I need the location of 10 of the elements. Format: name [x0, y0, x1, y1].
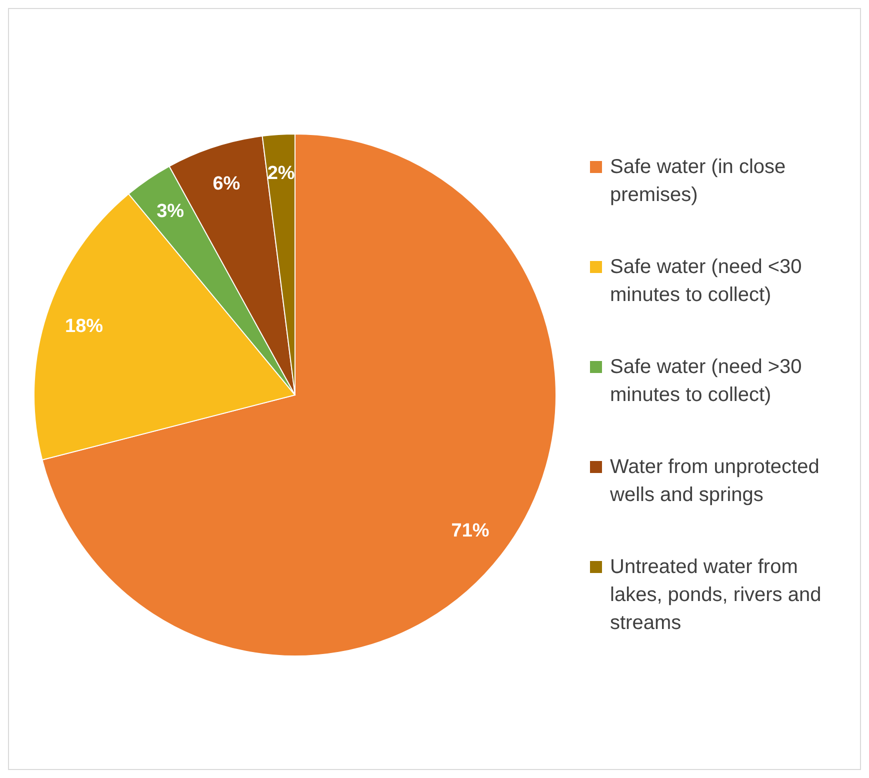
data-label: 2% [267, 163, 295, 184]
legend-label: Safe water (in close premises) [610, 156, 786, 206]
legend-label: Safe water (need >30 minutes to collect) [610, 356, 802, 406]
legend-label: Water from unprotected wells and springs [609, 456, 820, 506]
legend-label: Safe water (need <30 minutes to collect) [610, 256, 802, 306]
data-label: 71% [451, 520, 490, 542]
data-label: 3% [156, 201, 184, 222]
legend-label: Untreated water from lakes, ponds, rivers and streams [610, 556, 822, 634]
data-label: 18% [64, 316, 104, 337]
data-label: 6% [212, 174, 240, 195]
